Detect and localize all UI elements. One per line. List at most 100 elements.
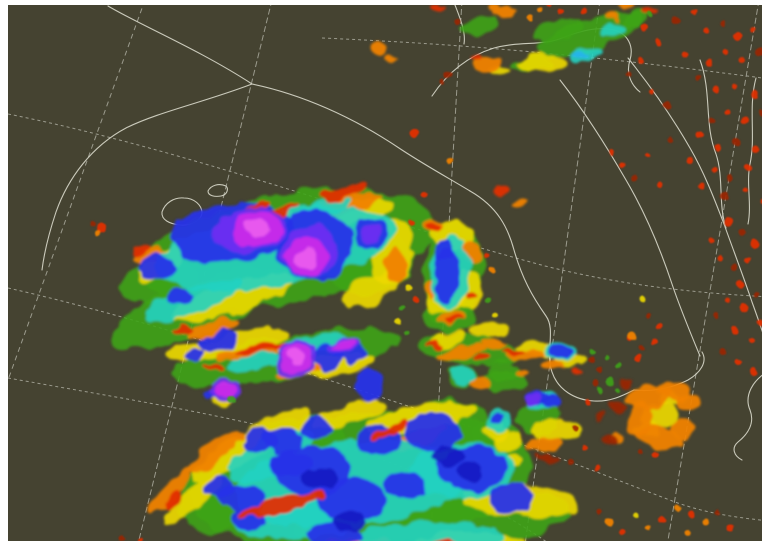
weather-speckle-red <box>725 297 731 303</box>
weather-blob-blue <box>548 344 572 358</box>
weather-blob-blue <box>299 417 331 439</box>
weather-speckle-darkred <box>90 221 96 227</box>
weather-speckle-darkred <box>753 292 759 298</box>
weather-speckle-red <box>410 129 418 137</box>
weather-speckle-red <box>749 337 755 343</box>
weather-speckle-darkred <box>597 367 603 373</box>
weather-blob-layer <box>110 5 699 549</box>
weather-speckle-red <box>595 465 601 471</box>
weather-blob-orange <box>488 5 502 11</box>
weather-speckle-darkred <box>718 348 726 356</box>
weather-blob-red <box>431 5 443 9</box>
weather-blob-red <box>472 57 484 63</box>
weather-speckle-red <box>557 9 563 15</box>
weather-blob-blue <box>543 394 561 410</box>
weather-speckle-orange <box>606 518 614 526</box>
weather-blob-red <box>371 420 409 440</box>
weather-blob-green <box>535 18 585 42</box>
weather-blob-blue <box>356 369 384 401</box>
weather-speckle-red <box>711 167 717 173</box>
weather-speckle-yellow <box>633 512 639 518</box>
weather-blob-orange <box>525 438 565 452</box>
coastline-balkan-border-2 <box>747 77 757 225</box>
weather-blob-orange <box>482 341 508 349</box>
weather-speckle-darkred <box>667 137 673 143</box>
weather-speckle-red <box>649 89 655 95</box>
weather-blob-magenta <box>333 338 357 352</box>
weather-speckle-orange <box>527 15 533 21</box>
weather-speckle-red <box>696 131 704 139</box>
weather-speckle-red <box>742 187 748 193</box>
weather-speckle-green <box>404 330 410 336</box>
weather-speckle-red <box>736 281 744 289</box>
weather-blob-blue <box>242 428 278 452</box>
weather-speckle-darkred <box>567 459 573 465</box>
weather-speckle-red <box>750 26 756 32</box>
weather-speckle-red <box>762 257 768 263</box>
weather-blob-yellow <box>342 272 402 308</box>
weather-speckle-red <box>659 517 665 523</box>
coastline-layer <box>41 5 762 461</box>
weather-speckle-green <box>647 11 653 17</box>
weather-blob-blue <box>433 249 461 305</box>
weather-speckle-darkred <box>709 118 715 124</box>
weather-speckle-yellow <box>395 319 401 325</box>
weather-speckle-orange <box>701 518 709 526</box>
weather-blob-orange <box>187 429 243 475</box>
weather-blob-red <box>569 368 581 374</box>
weather-speckle-darkred <box>715 509 721 515</box>
weather-blob-deepblue <box>332 512 368 530</box>
weather-blob-orange <box>677 395 699 409</box>
weather-blob-orange <box>619 5 637 10</box>
weather-speckle-red <box>750 368 758 376</box>
weather-blob-orange <box>184 319 240 339</box>
weather-speckle-orange <box>489 267 495 273</box>
weather-speckle-darkred <box>595 509 601 515</box>
weather-speckle-yellow <box>492 312 498 318</box>
weather-blob-blue <box>488 482 536 514</box>
weather-speckle-red <box>722 49 728 55</box>
weather-speckle-red <box>741 116 749 124</box>
coastline-france-riviera-coast <box>251 83 471 192</box>
weather-blob-green <box>488 362 524 380</box>
weather-blob-violet <box>360 225 380 243</box>
weather-blob-orange <box>383 57 397 65</box>
weather-blob-orange <box>673 419 695 437</box>
weather-speckle-darkred <box>759 109 762 115</box>
weather-speckle-red <box>740 304 748 312</box>
weather-blob-orange <box>469 378 491 392</box>
weather-blob-blue <box>270 451 310 477</box>
weather-speckle-red <box>484 252 490 258</box>
weather-speckle-orange <box>94 230 100 236</box>
weather-speckle-red <box>751 91 759 99</box>
weather-speckle-red <box>715 145 721 151</box>
weather-speckle-red <box>137 537 143 541</box>
weather-speckle-red <box>726 524 734 532</box>
weather-blob-cyan <box>357 522 507 541</box>
weather-blob-orange <box>602 13 618 21</box>
weather-speckle-red <box>682 52 688 58</box>
weather-speckle-red <box>745 257 751 263</box>
weather-blob-red <box>490 184 510 196</box>
weather-blob-orange <box>655 381 691 401</box>
weather-blob-red <box>502 349 522 355</box>
graticule-meridian <box>667 5 759 541</box>
weather-blob-blue <box>491 415 503 425</box>
weather-speckle-red <box>712 86 720 94</box>
weather-blob-deepblue <box>432 444 464 466</box>
weather-blob-cyan <box>600 23 624 37</box>
weather-speckle-red <box>687 157 693 163</box>
coastline-italy-adriatic-coast <box>559 79 701 357</box>
weather-blob-skyblue <box>571 51 589 59</box>
weather-blob-pink <box>245 218 271 238</box>
weather-speckle-darkred <box>672 16 680 24</box>
weather-blob-red <box>170 326 194 334</box>
weather-blob-red <box>322 181 368 201</box>
weather-speckle-orange <box>537 7 543 13</box>
weather-blob-red <box>239 492 325 518</box>
weather-speckle-red <box>413 297 419 303</box>
weather-speckle-red <box>655 39 661 45</box>
weather-speckle-red <box>702 26 710 34</box>
weather-blob-red <box>418 541 462 549</box>
